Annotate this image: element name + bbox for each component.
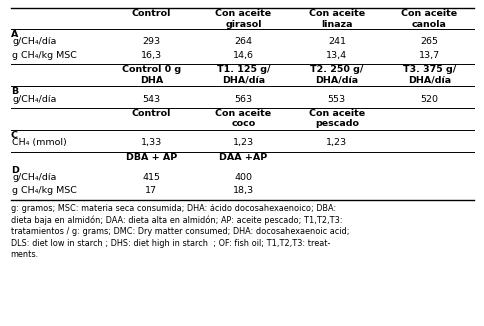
Text: Con aceite
pescado: Con aceite pescado	[308, 109, 364, 128]
Text: g/CH₄/día: g/CH₄/día	[12, 95, 56, 104]
Text: Con aceite
canola: Con aceite canola	[400, 9, 456, 29]
Text: D: D	[11, 166, 18, 175]
Text: 264: 264	[234, 37, 252, 47]
Text: 16,3: 16,3	[140, 51, 162, 60]
Text: 17: 17	[145, 186, 157, 196]
Text: 13,4: 13,4	[326, 51, 347, 60]
Text: B: B	[11, 87, 18, 96]
Text: 415: 415	[142, 173, 160, 182]
Text: T1. 125 g/
DHA/día: T1. 125 g/ DHA/día	[216, 65, 270, 85]
Text: g/CH₄/día: g/CH₄/día	[12, 37, 56, 47]
Text: 1,23: 1,23	[232, 138, 254, 147]
Text: 14,6: 14,6	[232, 51, 254, 60]
Text: Control: Control	[131, 9, 171, 19]
Text: g/CH₄/día: g/CH₄/día	[12, 173, 56, 182]
Text: 563: 563	[234, 95, 252, 104]
Text: g CH₄/kg MSC: g CH₄/kg MSC	[12, 51, 77, 60]
Text: Con aceite
linaza: Con aceite linaza	[308, 9, 364, 29]
Text: 241: 241	[327, 37, 345, 47]
Text: DAA +AP: DAA +AP	[219, 153, 267, 162]
Text: T2. 250 g/
DHA/día: T2. 250 g/ DHA/día	[309, 65, 363, 85]
Text: 293: 293	[142, 37, 160, 47]
Text: CH₄ (mmol): CH₄ (mmol)	[12, 138, 67, 147]
Text: 1,23: 1,23	[326, 138, 347, 147]
Text: 13,7: 13,7	[418, 51, 439, 60]
Text: A: A	[11, 30, 18, 39]
Text: 18,3: 18,3	[232, 186, 254, 196]
Text: Control: Control	[131, 109, 171, 118]
Text: g: gramos; MSC: materia seca consumida; DHA: ácido docosahexaenoico; DBA:
dieta : g: gramos; MSC: materia seca consumida; …	[11, 204, 348, 259]
Text: C: C	[11, 131, 17, 140]
Text: 553: 553	[327, 95, 345, 104]
Text: g CH₄/kg MSC: g CH₄/kg MSC	[12, 186, 77, 196]
Text: Con aceite
girasol: Con aceite girasol	[215, 9, 271, 29]
Text: 1,33: 1,33	[140, 138, 162, 147]
Text: Control 0 g
DHA: Control 0 g DHA	[121, 65, 181, 85]
Text: 400: 400	[234, 173, 252, 182]
Text: DBA + AP: DBA + AP	[125, 153, 177, 162]
Text: 265: 265	[419, 37, 438, 47]
Text: Con aceite
coco: Con aceite coco	[215, 109, 271, 128]
Text: T3. 375 g/
DHA/día: T3. 375 g/ DHA/día	[402, 65, 455, 85]
Text: 543: 543	[142, 95, 160, 104]
Text: 520: 520	[419, 95, 438, 104]
